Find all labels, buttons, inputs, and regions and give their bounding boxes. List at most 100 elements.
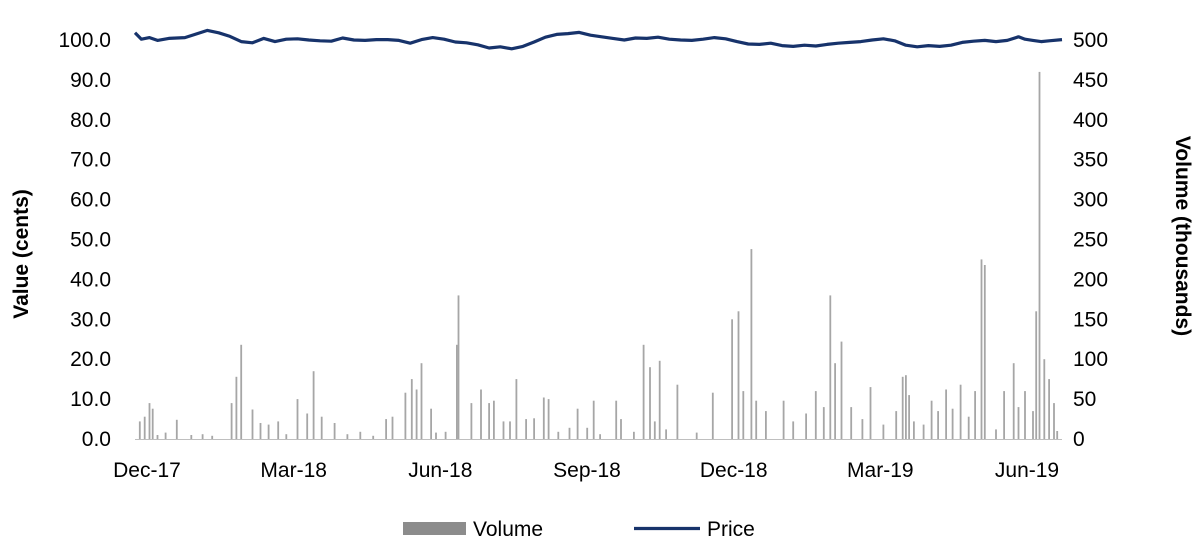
volume-bar — [359, 431, 362, 439]
volume-bar — [1032, 411, 1034, 439]
volume-bar — [259, 423, 262, 439]
legend-volume-label: Volume — [473, 518, 543, 541]
legend: Volume Price — [403, 518, 755, 541]
right-tick-label: 150 — [1073, 308, 1108, 331]
volume-bar — [211, 435, 214, 439]
left-tick-label: 80.0 — [70, 109, 111, 132]
volume-bar — [515, 379, 518, 439]
legend-price-label: Price — [707, 518, 755, 541]
volume-bar — [620, 419, 622, 439]
volume-bar — [814, 391, 817, 439]
volume-bar — [312, 371, 315, 439]
volume-bar — [1012, 363, 1015, 439]
right-tick-label: 200 — [1073, 268, 1108, 291]
x-tick-label: Jun-18 — [408, 459, 472, 482]
volume-bar — [653, 421, 656, 439]
volume-bar — [1043, 359, 1046, 439]
volume-bar — [731, 319, 733, 439]
volume-bar — [850, 407, 853, 439]
left-tick-label: 40.0 — [70, 268, 111, 291]
volume-bar — [1056, 431, 1059, 439]
x-tick-label: Dec-18 — [700, 459, 768, 482]
volume-bar — [576, 408, 579, 439]
volume-bar — [457, 295, 460, 439]
volume-bar — [599, 434, 601, 439]
volume-bar — [296, 399, 299, 439]
volume-bar — [750, 249, 753, 439]
left-tick-label: 30.0 — [70, 308, 111, 331]
volume-bar — [615, 400, 618, 439]
volume-bar — [415, 389, 418, 439]
volume-bar — [502, 421, 505, 439]
volume-bar — [372, 435, 375, 439]
volume-bar — [649, 367, 651, 439]
left-tick-label: 20.0 — [70, 348, 111, 371]
volume-bar — [444, 431, 447, 439]
volume-bar — [882, 424, 885, 439]
volume-bar — [151, 408, 154, 439]
volume-bar — [190, 435, 193, 439]
volume-bar — [840, 341, 843, 439]
volume-bar — [164, 432, 167, 439]
volume-bar — [959, 384, 962, 439]
volume-bar — [782, 400, 785, 439]
volume-bar — [974, 391, 976, 439]
volume-bar — [509, 421, 511, 439]
volume-bar — [201, 434, 204, 439]
volume-bar — [695, 432, 698, 439]
volume-bar — [922, 424, 925, 439]
volume-bar — [676, 384, 679, 439]
volume-bar — [235, 376, 238, 439]
volume-bar — [385, 419, 387, 439]
volume-bar — [320, 416, 323, 439]
volume-bar — [737, 311, 740, 439]
volume-bar — [951, 408, 954, 439]
volume-bar — [480, 389, 482, 439]
volume-bar — [765, 411, 767, 439]
volume-bar — [633, 431, 635, 439]
left-axis-title: Value (cents) — [10, 189, 33, 319]
volume-bar — [908, 395, 910, 439]
volume-bar — [869, 387, 872, 439]
right-axis-ticks: 0 50 100 150 200 250 300 350 400 450 500 — [1073, 29, 1108, 451]
volume-bar — [267, 424, 270, 439]
volume-bar — [834, 363, 836, 439]
volume-bar — [665, 429, 667, 439]
volume-bar — [525, 419, 527, 439]
volume-bar — [829, 295, 832, 439]
right-tick-label: 100 — [1073, 348, 1108, 371]
volume-bar — [1003, 391, 1005, 439]
volume-bar — [420, 363, 423, 439]
volume-bar — [792, 421, 795, 439]
left-tick-label: 100.0 — [58, 29, 111, 52]
volume-bar — [658, 360, 661, 439]
left-tick-label: 60.0 — [70, 189, 111, 212]
right-tick-label: 400 — [1073, 109, 1108, 132]
volume-bar — [138, 421, 141, 439]
volume-bar — [930, 400, 933, 439]
volume-bar — [995, 429, 997, 439]
x-tick-label: Jun-19 — [995, 459, 1059, 482]
volume-bar — [1024, 391, 1026, 439]
x-tick-label: Mar-19 — [847, 459, 914, 482]
volume-bar — [557, 431, 560, 439]
left-tick-label: 0.0 — [82, 428, 111, 451]
volume-bar — [861, 419, 864, 439]
volume-bar — [905, 375, 907, 439]
volume-bar — [435, 432, 437, 439]
left-tick-label: 10.0 — [70, 388, 111, 411]
x-tick-label: Mar-18 — [260, 459, 327, 482]
volume-bars — [138, 71, 1059, 440]
volume-bar — [456, 344, 458, 439]
volume-bar — [980, 259, 983, 439]
volume-bar — [277, 421, 280, 439]
volume-bar — [937, 411, 939, 439]
volume-bar — [742, 391, 745, 439]
volume-bar — [542, 397, 545, 439]
volume-bar — [805, 413, 807, 439]
right-tick-label: 50 — [1073, 388, 1096, 411]
volume-bar — [901, 376, 904, 439]
volume-bar — [533, 418, 535, 439]
left-tick-label: 90.0 — [70, 69, 111, 92]
